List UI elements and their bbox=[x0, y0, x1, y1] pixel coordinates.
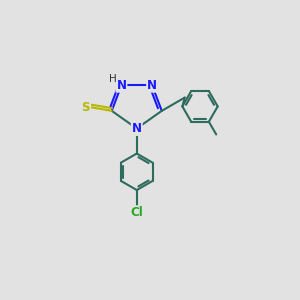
Text: N: N bbox=[132, 122, 142, 135]
Text: Cl: Cl bbox=[130, 206, 143, 219]
Text: S: S bbox=[82, 101, 90, 114]
Text: N: N bbox=[147, 79, 157, 92]
Text: N: N bbox=[116, 79, 126, 92]
Text: H: H bbox=[109, 74, 116, 84]
